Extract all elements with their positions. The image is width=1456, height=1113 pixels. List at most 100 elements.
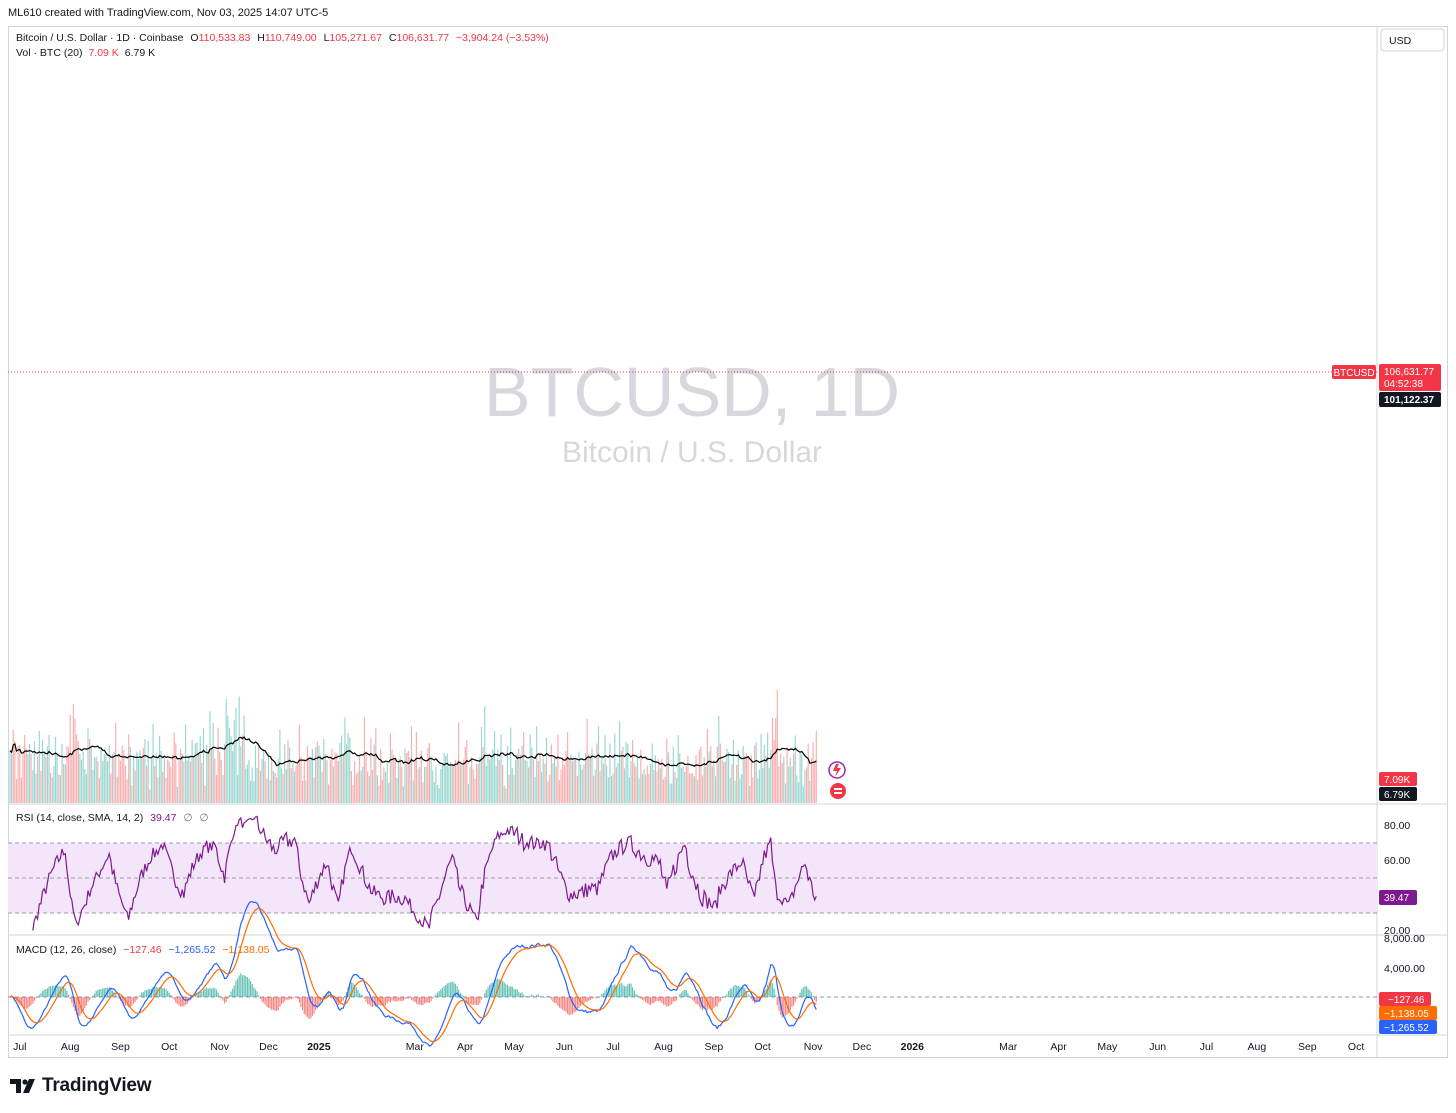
macd-histogram-bar (814, 997, 816, 1000)
volume-bar (354, 761, 356, 803)
macd-histogram-bar (597, 996, 600, 998)
macd-histogram-bar (319, 997, 322, 1002)
event-lightning-icon[interactable] (828, 761, 846, 779)
macd-histogram-bar (308, 997, 310, 1019)
volume-bar (237, 775, 239, 803)
macd-histogram-bar (675, 997, 678, 1001)
volume-bar (433, 782, 435, 803)
macd-histogram-bar (775, 995, 777, 997)
volume-bar (54, 736, 57, 803)
volume-bar (180, 748, 182, 803)
volume-bar (404, 748, 406, 803)
macd-histogram-bar (651, 997, 653, 1004)
macd-histogram-bar (615, 985, 617, 997)
volume-bar (358, 755, 361, 803)
macd-histogram-bar (199, 991, 201, 997)
volume-bar (589, 755, 591, 803)
rsi-axis[interactable]: 80.00 60.00 20.00 (1384, 820, 1410, 937)
macd-histogram-bar (532, 995, 535, 997)
macd-histogram-bar (472, 997, 474, 1005)
macd-histogram-bar (185, 997, 187, 1005)
time-axis-label: Oct (1348, 1041, 1364, 1053)
volume-bar (133, 755, 135, 803)
macd-histogram-bar (193, 996, 195, 997)
volume-bar (591, 748, 593, 803)
macd-histogram-bar (734, 985, 736, 997)
volume-bar (791, 766, 793, 803)
time-axis-label: Mar (406, 1041, 425, 1053)
macd-histogram-bar (328, 992, 330, 997)
macd-histogram-bar (115, 994, 117, 997)
volume-bar (479, 757, 481, 803)
volume-bar (19, 745, 21, 803)
volume-bar (495, 766, 497, 803)
macd-histogram-bar (287, 997, 289, 1001)
volume-bar (272, 770, 274, 803)
macd-axis-8000: 8,000.00 (1384, 933, 1425, 945)
macd-histogram-bar (575, 997, 577, 1012)
macd-histogram-bar (762, 994, 764, 997)
volume-bar (59, 775, 61, 803)
watermark-subtitle: Bitcoin / U.S. Dollar (562, 436, 822, 469)
volume-bars (9, 690, 817, 803)
volume-bar (261, 759, 263, 803)
event-flag-icon[interactable] (830, 783, 846, 799)
macd-histogram-bar (394, 997, 396, 1002)
volume-bar (424, 767, 426, 803)
volume-bar (711, 766, 713, 803)
volume-bar (331, 748, 333, 803)
macd-axis[interactable]: 8,000.00 4,000.00 (1384, 933, 1425, 975)
chart-frame (8, 26, 1448, 1058)
volume-bar (128, 734, 130, 803)
volume-bar (134, 770, 136, 803)
legend-high-label: H (257, 32, 265, 44)
currency-button[interactable]: USD (1380, 28, 1445, 52)
volume-bar (98, 778, 100, 803)
volume-bar (814, 762, 816, 803)
macd-histogram-bar (98, 989, 100, 997)
time-axis-label: Nov (804, 1041, 823, 1053)
volume-bar (102, 761, 104, 803)
volume-bar (684, 772, 686, 803)
macd-histogram-bar (583, 997, 585, 1004)
volume-bar (516, 753, 518, 803)
volume-bar (316, 741, 318, 803)
macd-histogram-bar (648, 997, 650, 1005)
time-axis[interactable]: Jul Aug Sep Oct Nov Dec 2025 Mar Apr May Jun Jul Aug… (13, 1041, 1364, 1053)
volume-bar (232, 751, 234, 803)
macd-histogram-bar (58, 985, 60, 997)
macd-histogram-bar (732, 986, 734, 997)
macd-histogram-bar (315, 997, 317, 1010)
macd-histogram-bar (710, 997, 712, 1010)
rsi-legend-label: RSI (14, close, SMA, 14, 2) (16, 812, 143, 824)
volume-bar (193, 758, 195, 803)
volume-bar (202, 728, 205, 803)
volume-bar (734, 780, 736, 803)
macd-histogram-bar (389, 997, 391, 1003)
volume-bar (175, 743, 177, 803)
volume-bar (741, 774, 743, 803)
macd-histogram-bar (422, 997, 424, 1005)
currency-button-label[interactable]: USD (1389, 35, 1412, 47)
volume-bar (71, 755, 73, 803)
macd-histogram-bar (518, 992, 520, 997)
macd-histogram-bar (300, 997, 302, 1008)
macd-histogram-bar (771, 983, 774, 997)
volume-bar (389, 733, 391, 803)
macd-histogram-bar (622, 984, 624, 997)
macd-histogram-bar (620, 982, 622, 997)
volume-bar (536, 726, 538, 803)
tradingview-logo[interactable]: TradingView (10, 1074, 152, 1098)
macd-histogram-bar (350, 982, 352, 997)
macd-histogram-bar (159, 987, 161, 997)
macd-histogram-bar (558, 997, 561, 1008)
macd-histogram-bar (594, 997, 596, 998)
volume-bar (46, 746, 48, 803)
macd-histogram-bar (581, 997, 583, 1004)
macd-histogram-bar (718, 997, 720, 1003)
volume-bar (136, 752, 138, 803)
macd-legend: MACD (12, 26, close) −127.46 −1,265.52 −… (16, 944, 270, 956)
macd-histogram-bar (41, 991, 44, 997)
volume-bar (280, 768, 283, 803)
